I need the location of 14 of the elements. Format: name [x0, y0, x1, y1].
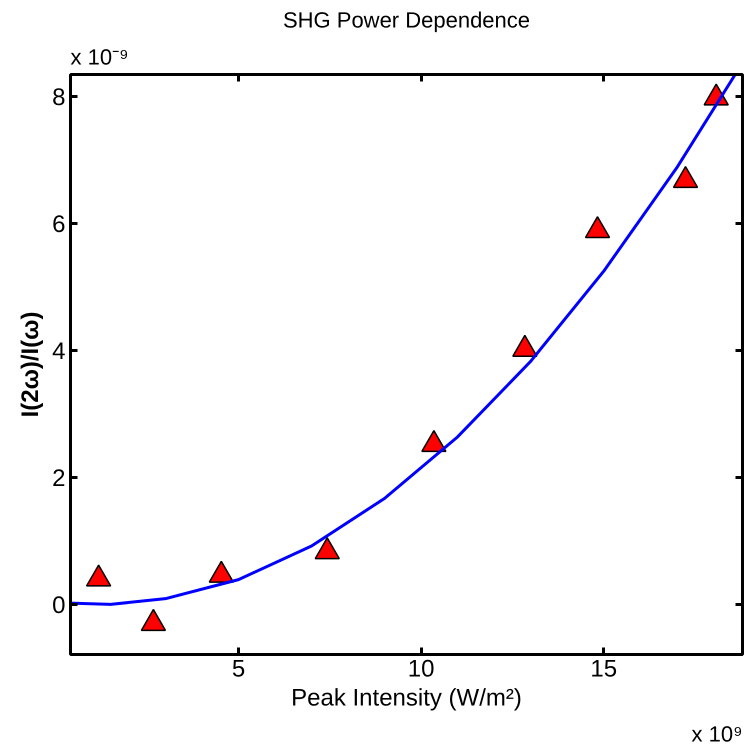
text: x 10⁹	[691, 722, 743, 746]
line-series	[70, 74, 737, 606]
y-tick-label: 4	[52, 338, 66, 366]
y-axis-title: I(2ω)/I(ω)	[17, 312, 44, 418]
text: x 10⁻⁹	[70, 44, 129, 70]
y-tick-label: 8	[52, 84, 66, 112]
x-tick-label: 10	[408, 656, 434, 682]
y-tick-label: 2	[52, 464, 66, 492]
x-tick-label: 5	[232, 656, 246, 682]
x-axis-title: Peak Intensity (W/m²)	[291, 684, 522, 712]
y-tick-label: 0	[52, 592, 66, 619]
x-tick-label: 15	[590, 656, 618, 682]
chart-title: SHG Power Dependence	[282, 8, 530, 32]
y-tick-label: 6	[52, 211, 66, 238]
